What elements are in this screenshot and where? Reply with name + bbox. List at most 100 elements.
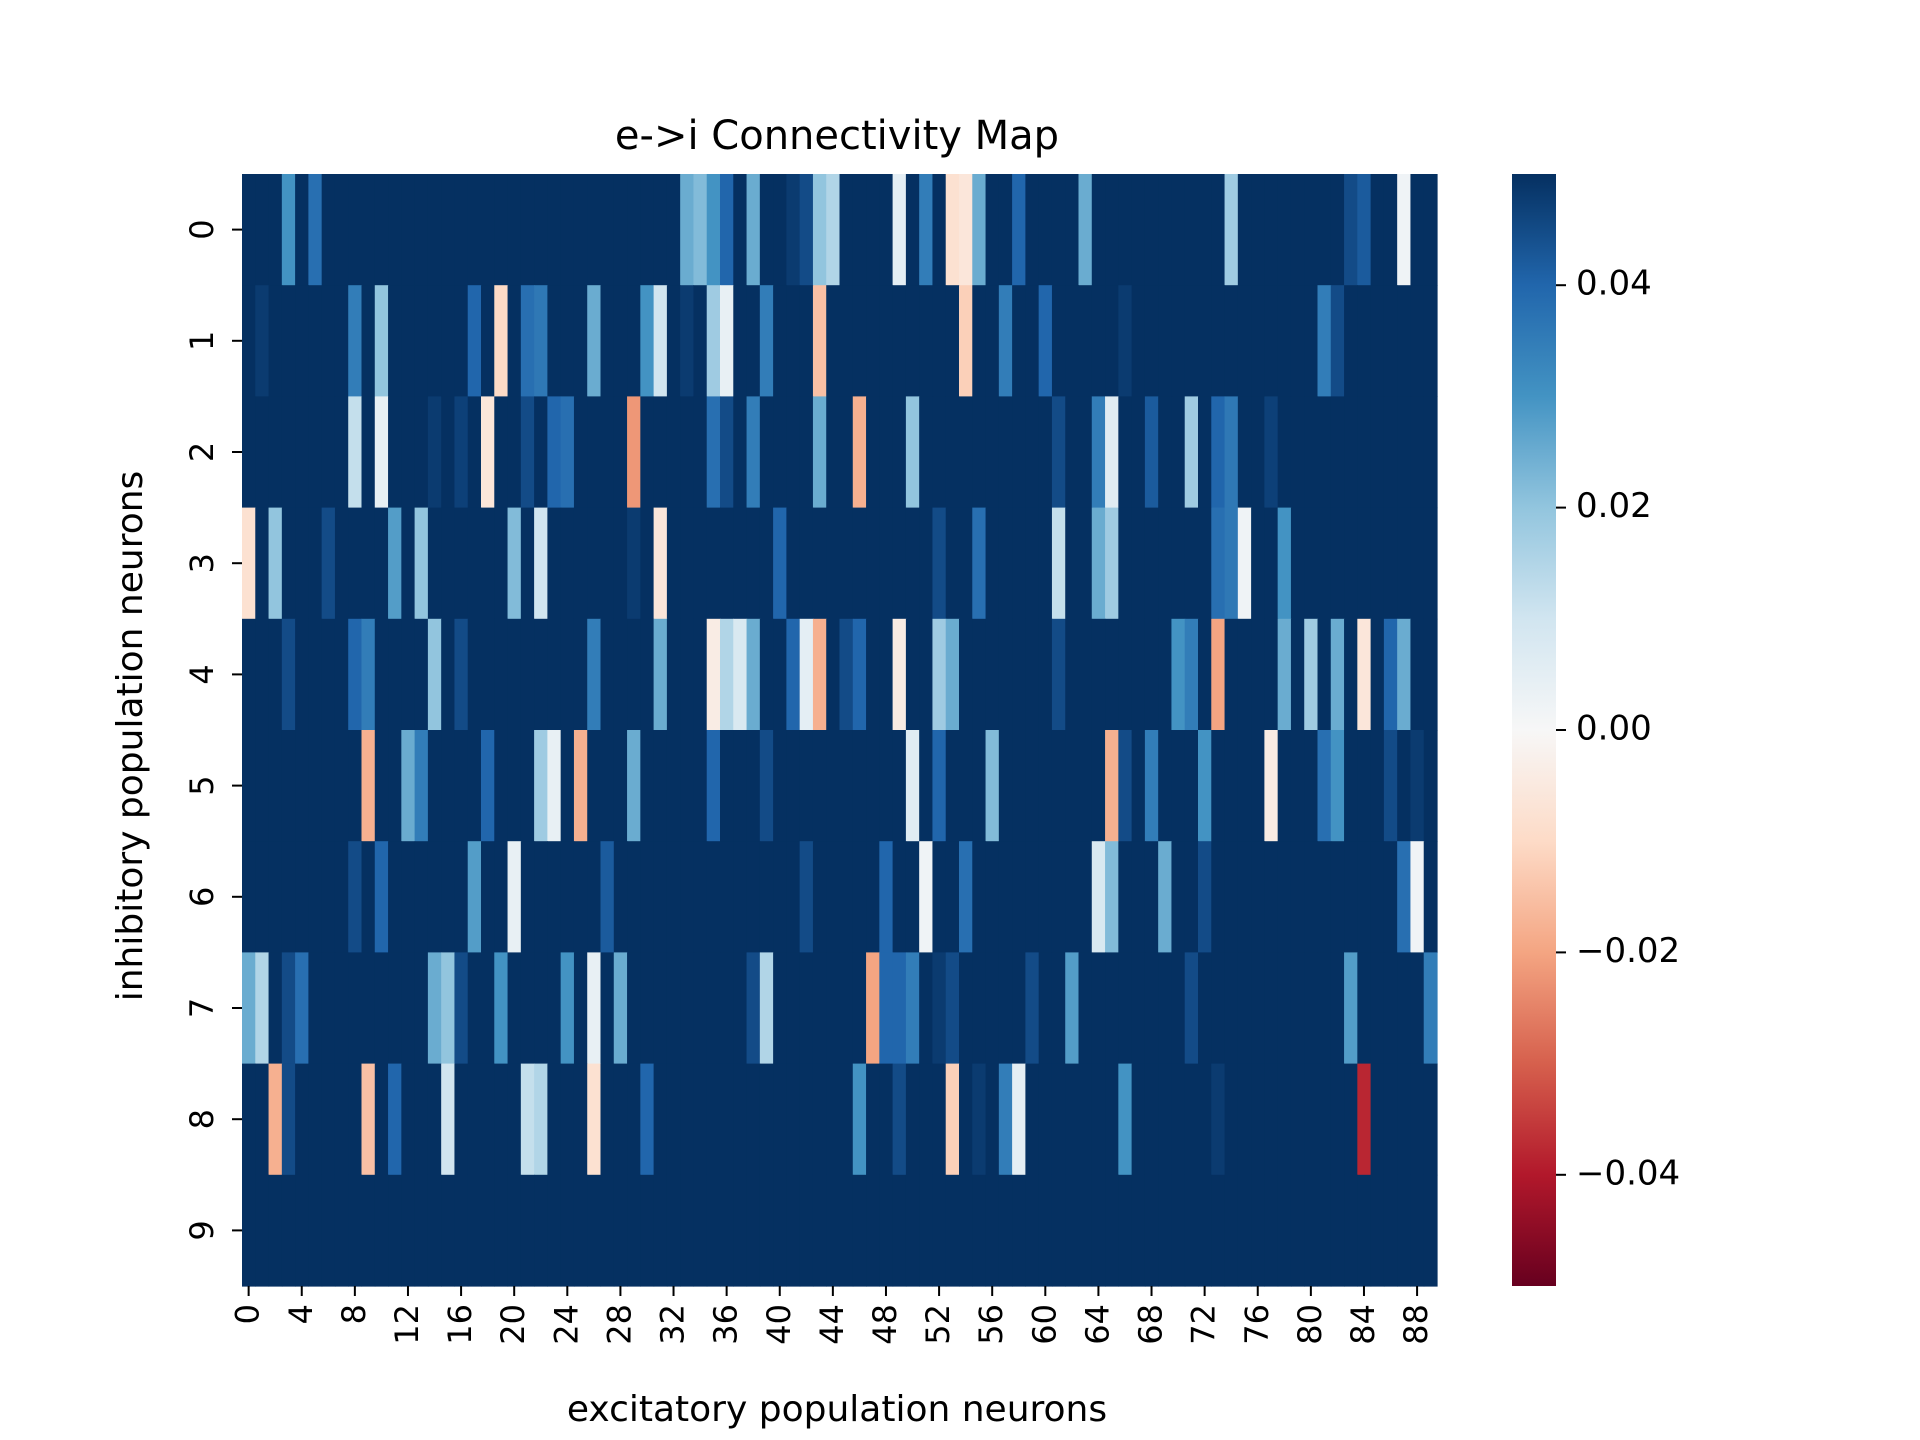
y-tick-label: 0 xyxy=(183,219,221,239)
heatmap-cell xyxy=(746,730,761,842)
heatmap-cell xyxy=(852,730,867,842)
heatmap-cell xyxy=(388,1174,402,1287)
heatmap-cell xyxy=(812,841,827,953)
heatmap-cell xyxy=(972,285,987,397)
heatmap-cell xyxy=(1105,618,1119,731)
heatmap-cell xyxy=(866,730,880,842)
heatmap-cell xyxy=(1397,396,1412,509)
heatmap-cell xyxy=(1264,1063,1279,1176)
heatmap-cell xyxy=(1025,507,1040,620)
heatmap-cell xyxy=(972,507,987,620)
heatmap-cell xyxy=(879,285,894,397)
heatmap-cell xyxy=(374,841,389,953)
heatmap-cell xyxy=(1144,841,1159,953)
heatmap-cell xyxy=(308,618,323,731)
heatmap-cell xyxy=(786,507,801,620)
heatmap-cell xyxy=(959,952,973,1065)
heatmap-cell xyxy=(481,618,495,731)
heatmap-cell xyxy=(1012,1063,1026,1176)
heatmap-cell xyxy=(1290,1174,1305,1287)
heatmap-cell xyxy=(1357,730,1372,842)
heatmap-cell xyxy=(1330,174,1345,286)
heatmap-cell xyxy=(1224,174,1239,286)
heatmap-cell xyxy=(1144,1063,1159,1176)
heatmap-cell xyxy=(308,1063,323,1176)
x-axis: 0 4 8 12 16 20 24 28 32 36 40 44 48 52 56 60 64 68 72 76 80 8… xyxy=(229,1286,1435,1345)
heatmap-cell xyxy=(905,507,920,620)
heatmap-cell xyxy=(985,1063,1000,1176)
heatmap-cell xyxy=(268,396,283,509)
heatmap-cell xyxy=(295,174,309,286)
heatmap-cell xyxy=(1290,841,1305,953)
heatmap-cell xyxy=(1118,396,1133,509)
heatmap-cell xyxy=(242,1174,256,1287)
heatmap-cell xyxy=(1012,1174,1026,1287)
heatmap-cell xyxy=(799,285,814,397)
heatmap-cell xyxy=(334,396,349,509)
heatmap-cell xyxy=(587,396,602,509)
heatmap-cell xyxy=(706,841,721,953)
heatmap-cell xyxy=(1211,396,1226,509)
heatmap-cell xyxy=(507,507,522,620)
y-axis: 0 1 2 3 4 5 6 7 8 9 xyxy=(183,219,242,1241)
colorbar-ticks: 0.04 0.02 0.00 −0.02 −0.04 xyxy=(1556,264,1680,1193)
heatmap-cell xyxy=(1065,507,1080,620)
heatmap-cell xyxy=(348,174,363,286)
heatmap-cell xyxy=(746,285,761,397)
heatmap-cell xyxy=(746,841,761,953)
heatmap-cell xyxy=(879,1063,894,1176)
heatmap-cell xyxy=(1091,952,1106,1065)
heatmap-cell xyxy=(587,952,602,1065)
heatmap-cell xyxy=(1038,1063,1053,1176)
heatmap-cell xyxy=(600,285,615,397)
heatmap-cell xyxy=(1012,730,1026,842)
heatmap-cell xyxy=(441,730,456,842)
heatmap-cell xyxy=(427,507,442,620)
heatmap-cell xyxy=(1397,285,1412,397)
heatmap-cell xyxy=(560,1063,575,1176)
heatmap-cell xyxy=(1118,730,1133,842)
heatmap-cell xyxy=(746,507,761,620)
heatmap-cell xyxy=(507,1174,522,1287)
heatmap-cell xyxy=(1370,507,1385,620)
heatmap-cell xyxy=(1025,730,1040,842)
heatmap-cell xyxy=(1357,396,1372,509)
heatmap-cell xyxy=(1105,507,1119,620)
heatmap-cell xyxy=(573,174,588,286)
heatmap-cell xyxy=(1158,841,1173,953)
heatmap-cell xyxy=(414,1174,429,1287)
heatmap-cell xyxy=(1304,618,1319,731)
heatmap-cell xyxy=(1105,174,1119,286)
heatmap-cell xyxy=(640,952,655,1065)
heatmap-cell xyxy=(1277,174,1292,286)
heatmap-cell xyxy=(866,952,880,1065)
heatmap-cell xyxy=(1078,174,1093,286)
heatmap-cell xyxy=(1317,507,1332,620)
heatmap-cell xyxy=(427,1174,442,1287)
heatmap-cell xyxy=(1304,1063,1319,1176)
heatmap-cell xyxy=(534,1063,548,1176)
heatmap-cell xyxy=(1211,507,1226,620)
heatmap-cell xyxy=(799,730,814,842)
heatmap-cell xyxy=(1091,174,1106,286)
heatmap-cell xyxy=(321,952,336,1065)
heatmap-cell xyxy=(826,1174,841,1287)
heatmap-cell xyxy=(1078,952,1093,1065)
heatmap-cell xyxy=(1065,841,1080,953)
heatmap-cell xyxy=(839,952,854,1065)
heatmap-cell xyxy=(932,841,947,953)
heatmap-cell xyxy=(308,1174,323,1287)
heatmap-cell xyxy=(454,952,469,1065)
heatmap-cell xyxy=(879,618,894,731)
heatmap-cell xyxy=(799,507,814,620)
heatmap-cell xyxy=(1237,507,1252,620)
heatmap-cell xyxy=(693,1174,708,1287)
heatmap-cell xyxy=(1012,618,1026,731)
heatmap-cell xyxy=(680,952,695,1065)
heatmap-cell xyxy=(932,618,947,731)
heatmap-cell xyxy=(746,1174,761,1287)
heatmap-cell xyxy=(295,618,309,731)
heatmap-cell xyxy=(1038,952,1053,1065)
heatmap-cell xyxy=(1370,174,1385,286)
heatmap-cell xyxy=(839,841,854,953)
